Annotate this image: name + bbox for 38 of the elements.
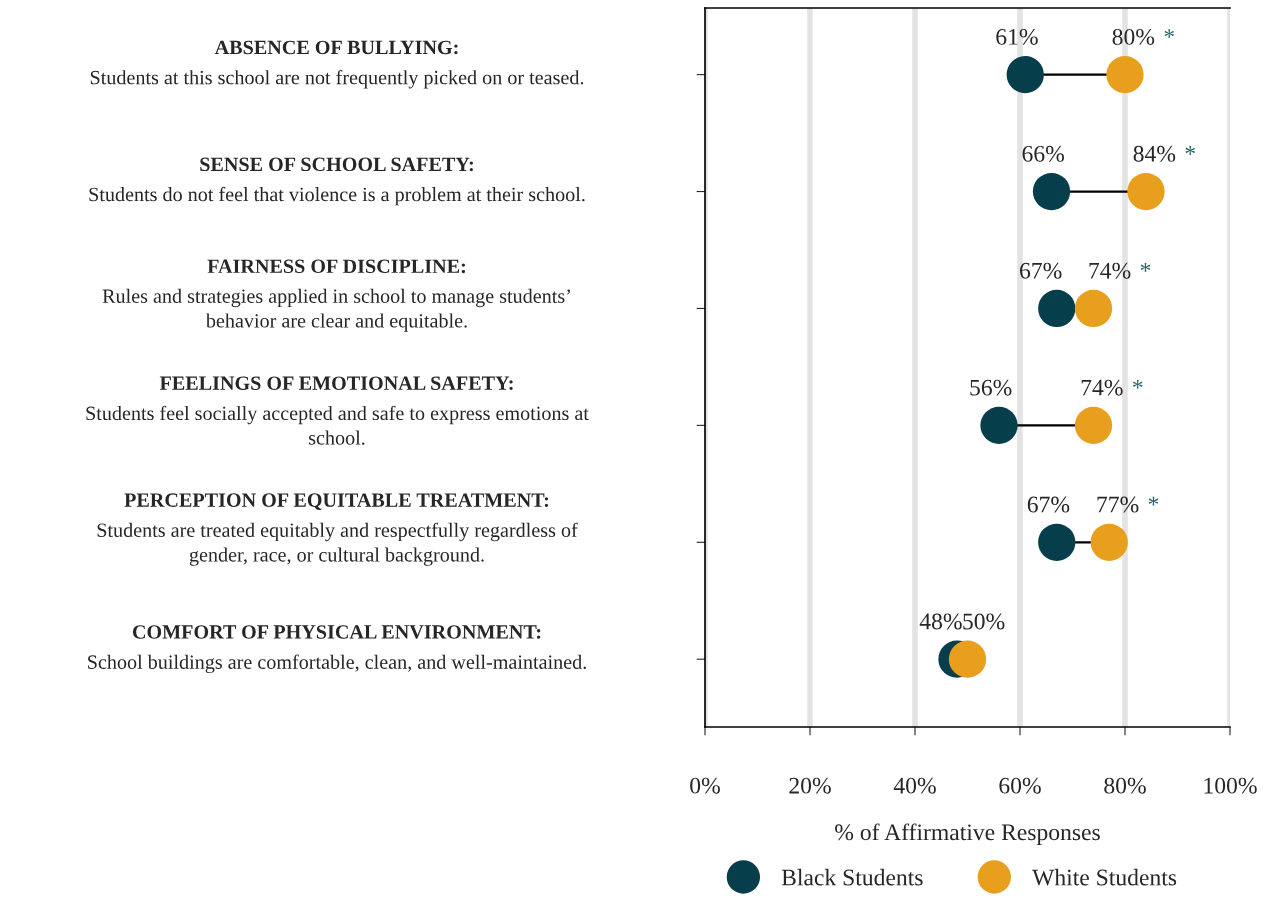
point: [1127, 172, 1165, 211]
y-tick-label: SENSE OF SCHOOL SAFETY: Students do not feel that violence is a problem at their school.: [89, 157, 585, 206]
x-tick-label: 100%: [1204, 777, 1257, 794]
point: [1038, 523, 1076, 561]
data-label: 80% *: [1112, 28, 1174, 45]
data-label: 77% *: [1097, 496, 1159, 513]
point: [1090, 523, 1128, 561]
point: [1074, 406, 1113, 444]
data-label: 67%: [1027, 496, 1070, 513]
x-tick-label: 40%: [893, 777, 936, 794]
point: [1074, 289, 1113, 328]
y-tick-label: FEELINGS OF EMOTIONAL SAFETY: Students feel socially accepted and safe to express emotions at school.: [86, 376, 589, 445]
point: [1006, 56, 1044, 94]
y-tick-label: ABSENCE OF BULLYING: Students at this school are not frequently picked on or teased.: [90, 40, 584, 89]
y-tick-label: COMFORT OF PHYSICAL ENVIRONMENT: School buildings are comfortable, clean, and well-maintained.: [88, 625, 586, 674]
x-tick-label: 20%: [789, 777, 831, 794]
x-tick-label: 0%: [690, 777, 720, 794]
data-label: 66%: [1022, 145, 1064, 162]
point: [1038, 289, 1076, 328]
point: [980, 406, 1018, 444]
data-label: 74% *: [1089, 262, 1151, 279]
data-label: 84% *: [1133, 145, 1195, 162]
data-label: 74% *: [1081, 379, 1143, 396]
legend-label: Black Students: [781, 868, 923, 886]
data-label: 48%: [919, 613, 962, 630]
x-axis-title: % of Affirmative Responses: [835, 823, 1100, 846]
x-tick-label: 80%: [1104, 777, 1146, 794]
data-label: 67%: [1020, 262, 1062, 279]
data-label: 50%: [963, 613, 1005, 630]
y-tick-label: PERCEPTION OF EQUITABLE TREATMENT: Students are treated equitably and respectfully regardless of gender, race, or cultural background.: [97, 493, 578, 566]
data-label: 56%: [970, 379, 1012, 396]
data-label: 61%: [996, 28, 1038, 45]
legend-label: White Students: [1032, 868, 1177, 886]
y-tick-label: FAIRNESS OF DISCIPLINE: Rules and strategies applied in school to manage students’ behavior are clear and equitable.: [102, 259, 570, 332]
x-tick-label: 60%: [999, 777, 1041, 794]
point: [948, 640, 987, 678]
point: [1032, 172, 1071, 211]
point: [1106, 56, 1144, 94]
